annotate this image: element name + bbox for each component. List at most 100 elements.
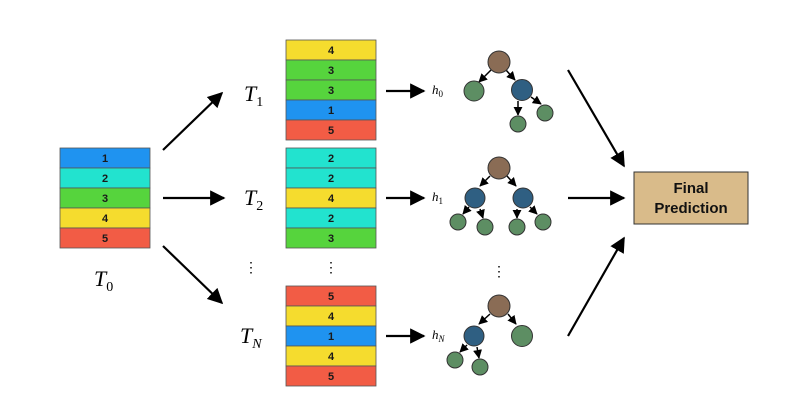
tree1-leaf-node xyxy=(534,213,552,231)
final-prediction-rect xyxy=(633,171,749,225)
sample-2-cell: 2 xyxy=(285,147,377,169)
treen-edge xyxy=(478,313,491,325)
treen-edge xyxy=(473,346,482,359)
sample-2-label-sub: 2 xyxy=(256,199,263,214)
final-prediction-box: Final Prediction xyxy=(633,171,749,225)
original-stack: 1 2 3 4 5 xyxy=(59,147,151,249)
sn-text-2: 1 xyxy=(328,331,334,343)
sample-1-label-main: T xyxy=(244,81,258,106)
sample-2-cell: 4 xyxy=(285,187,377,209)
sample-1-cell: 3 xyxy=(285,59,377,81)
tree0-leaf-node xyxy=(509,115,527,133)
sample-n-cell: 4 xyxy=(285,345,377,367)
sample-2-stack: 2 2 4 2 3 xyxy=(285,147,377,249)
bootstrap-arrow-1 xyxy=(162,91,224,151)
sn-text-4: 5 xyxy=(328,371,334,383)
sample-1-cell: 1 xyxy=(285,99,377,121)
original-cell-4-text: 5 xyxy=(102,233,108,245)
tree1-inner-node xyxy=(464,187,486,209)
original-label-main: T xyxy=(94,266,108,291)
tree1-edge xyxy=(528,205,538,215)
tree1-edge xyxy=(476,208,485,219)
tree1-leaf-node xyxy=(449,213,467,231)
hypothesis-0-sub: 0 xyxy=(439,89,444,99)
tree0-edge xyxy=(478,69,492,83)
sample-1-stack: 4 3 3 1 5 xyxy=(285,39,377,141)
treen-edge xyxy=(459,343,469,353)
sample-2-cell: 2 xyxy=(285,167,377,189)
sample-n-cell: 4 xyxy=(285,305,377,327)
original-label-sub: 0 xyxy=(106,280,113,295)
s2-rect-4 xyxy=(285,227,377,249)
sn-text-3: 4 xyxy=(328,351,335,363)
aggregate-arrow-1 xyxy=(567,69,625,168)
ellipsis-trees: ⋮ xyxy=(492,263,506,279)
hypothesis-1-label: h1 xyxy=(432,189,443,206)
sample-n-cell: 5 xyxy=(285,285,377,307)
tree0-root-node xyxy=(487,50,511,74)
tree1-inner-node xyxy=(512,187,534,209)
tree1-root-node xyxy=(487,156,511,180)
final-prediction-line2: Prediction xyxy=(654,200,727,217)
original-cell-4-rect xyxy=(59,227,151,249)
tree1-edge xyxy=(506,175,517,187)
sample-n-cell: 1 xyxy=(285,325,377,347)
hypothesis-n-label: hN xyxy=(432,327,446,344)
s1-rect-4 xyxy=(285,119,377,141)
decision-tree-1 xyxy=(449,156,552,236)
hypothesis-n-main: h xyxy=(432,327,439,342)
original-cell: 3 xyxy=(59,187,151,209)
tree0-edge xyxy=(530,95,542,105)
original-cell-2-text: 3 xyxy=(102,193,108,205)
tree1-edge xyxy=(462,204,472,215)
s1-text-2: 3 xyxy=(328,85,334,97)
s2-text-3: 2 xyxy=(328,213,334,225)
decision-tree-0 xyxy=(463,50,554,133)
ellipsis-stacks: ⋮ xyxy=(324,259,338,275)
sample-n-cell: 5 xyxy=(285,365,377,387)
treen-root-node xyxy=(487,294,511,318)
decision-tree-n xyxy=(446,294,533,376)
sample-n-label-main: T xyxy=(240,323,254,348)
original-cell-0-text: 1 xyxy=(102,153,108,165)
aggregate-arrow-3 xyxy=(567,236,625,337)
tree1-leaf-node xyxy=(476,218,494,236)
original-cell: 4 xyxy=(59,207,151,229)
s2-text-4: 3 xyxy=(328,233,334,245)
sample-n-stack: 5 4 1 4 5 xyxy=(285,285,377,387)
treen-leaf-node xyxy=(511,325,533,347)
s1-text-4: 5 xyxy=(328,125,334,137)
ellipsis-labels: ⋮ xyxy=(244,259,258,275)
s1-text-1: 3 xyxy=(328,65,334,77)
sn-text-1: 4 xyxy=(328,311,335,323)
hypothesis-n-sub: N xyxy=(438,334,446,344)
sn-rect-4 xyxy=(285,365,377,387)
treen-edge xyxy=(507,313,517,325)
final-prediction-line1: Final xyxy=(673,180,708,197)
treen-inner-node xyxy=(463,325,485,347)
sample-2-label-main: T xyxy=(244,185,258,210)
tree1-edge xyxy=(479,175,491,187)
sample-2-cell: 3 xyxy=(285,227,377,249)
s2-text-0: 2 xyxy=(328,153,334,165)
sample-1-label: T1 xyxy=(244,81,263,110)
original-dataset: 1 2 3 4 5 T0 xyxy=(59,147,151,295)
sample-n-label-sub: N xyxy=(251,337,262,352)
tree0-leaf-node xyxy=(463,80,485,102)
treen-leaf-node xyxy=(471,358,489,376)
hypothesis-1-main: h xyxy=(432,189,439,204)
sample-2-label: T2 xyxy=(244,185,263,214)
bootstrap-arrow-3 xyxy=(162,245,224,305)
sn-text-0: 5 xyxy=(328,291,334,303)
original-label: T0 xyxy=(94,266,113,295)
original-cell-1-text: 2 xyxy=(102,173,108,185)
treen-leaf-node xyxy=(446,351,464,369)
sample-n-label: TN xyxy=(240,323,262,352)
hypothesis-0-main: h xyxy=(432,82,439,97)
tree1-leaf-node xyxy=(508,218,526,236)
original-cell: 2 xyxy=(59,167,151,189)
sample-1-label-sub: 1 xyxy=(256,95,263,110)
hypothesis-1-sub: 1 xyxy=(439,196,444,206)
s1-text-0: 4 xyxy=(328,45,335,57)
